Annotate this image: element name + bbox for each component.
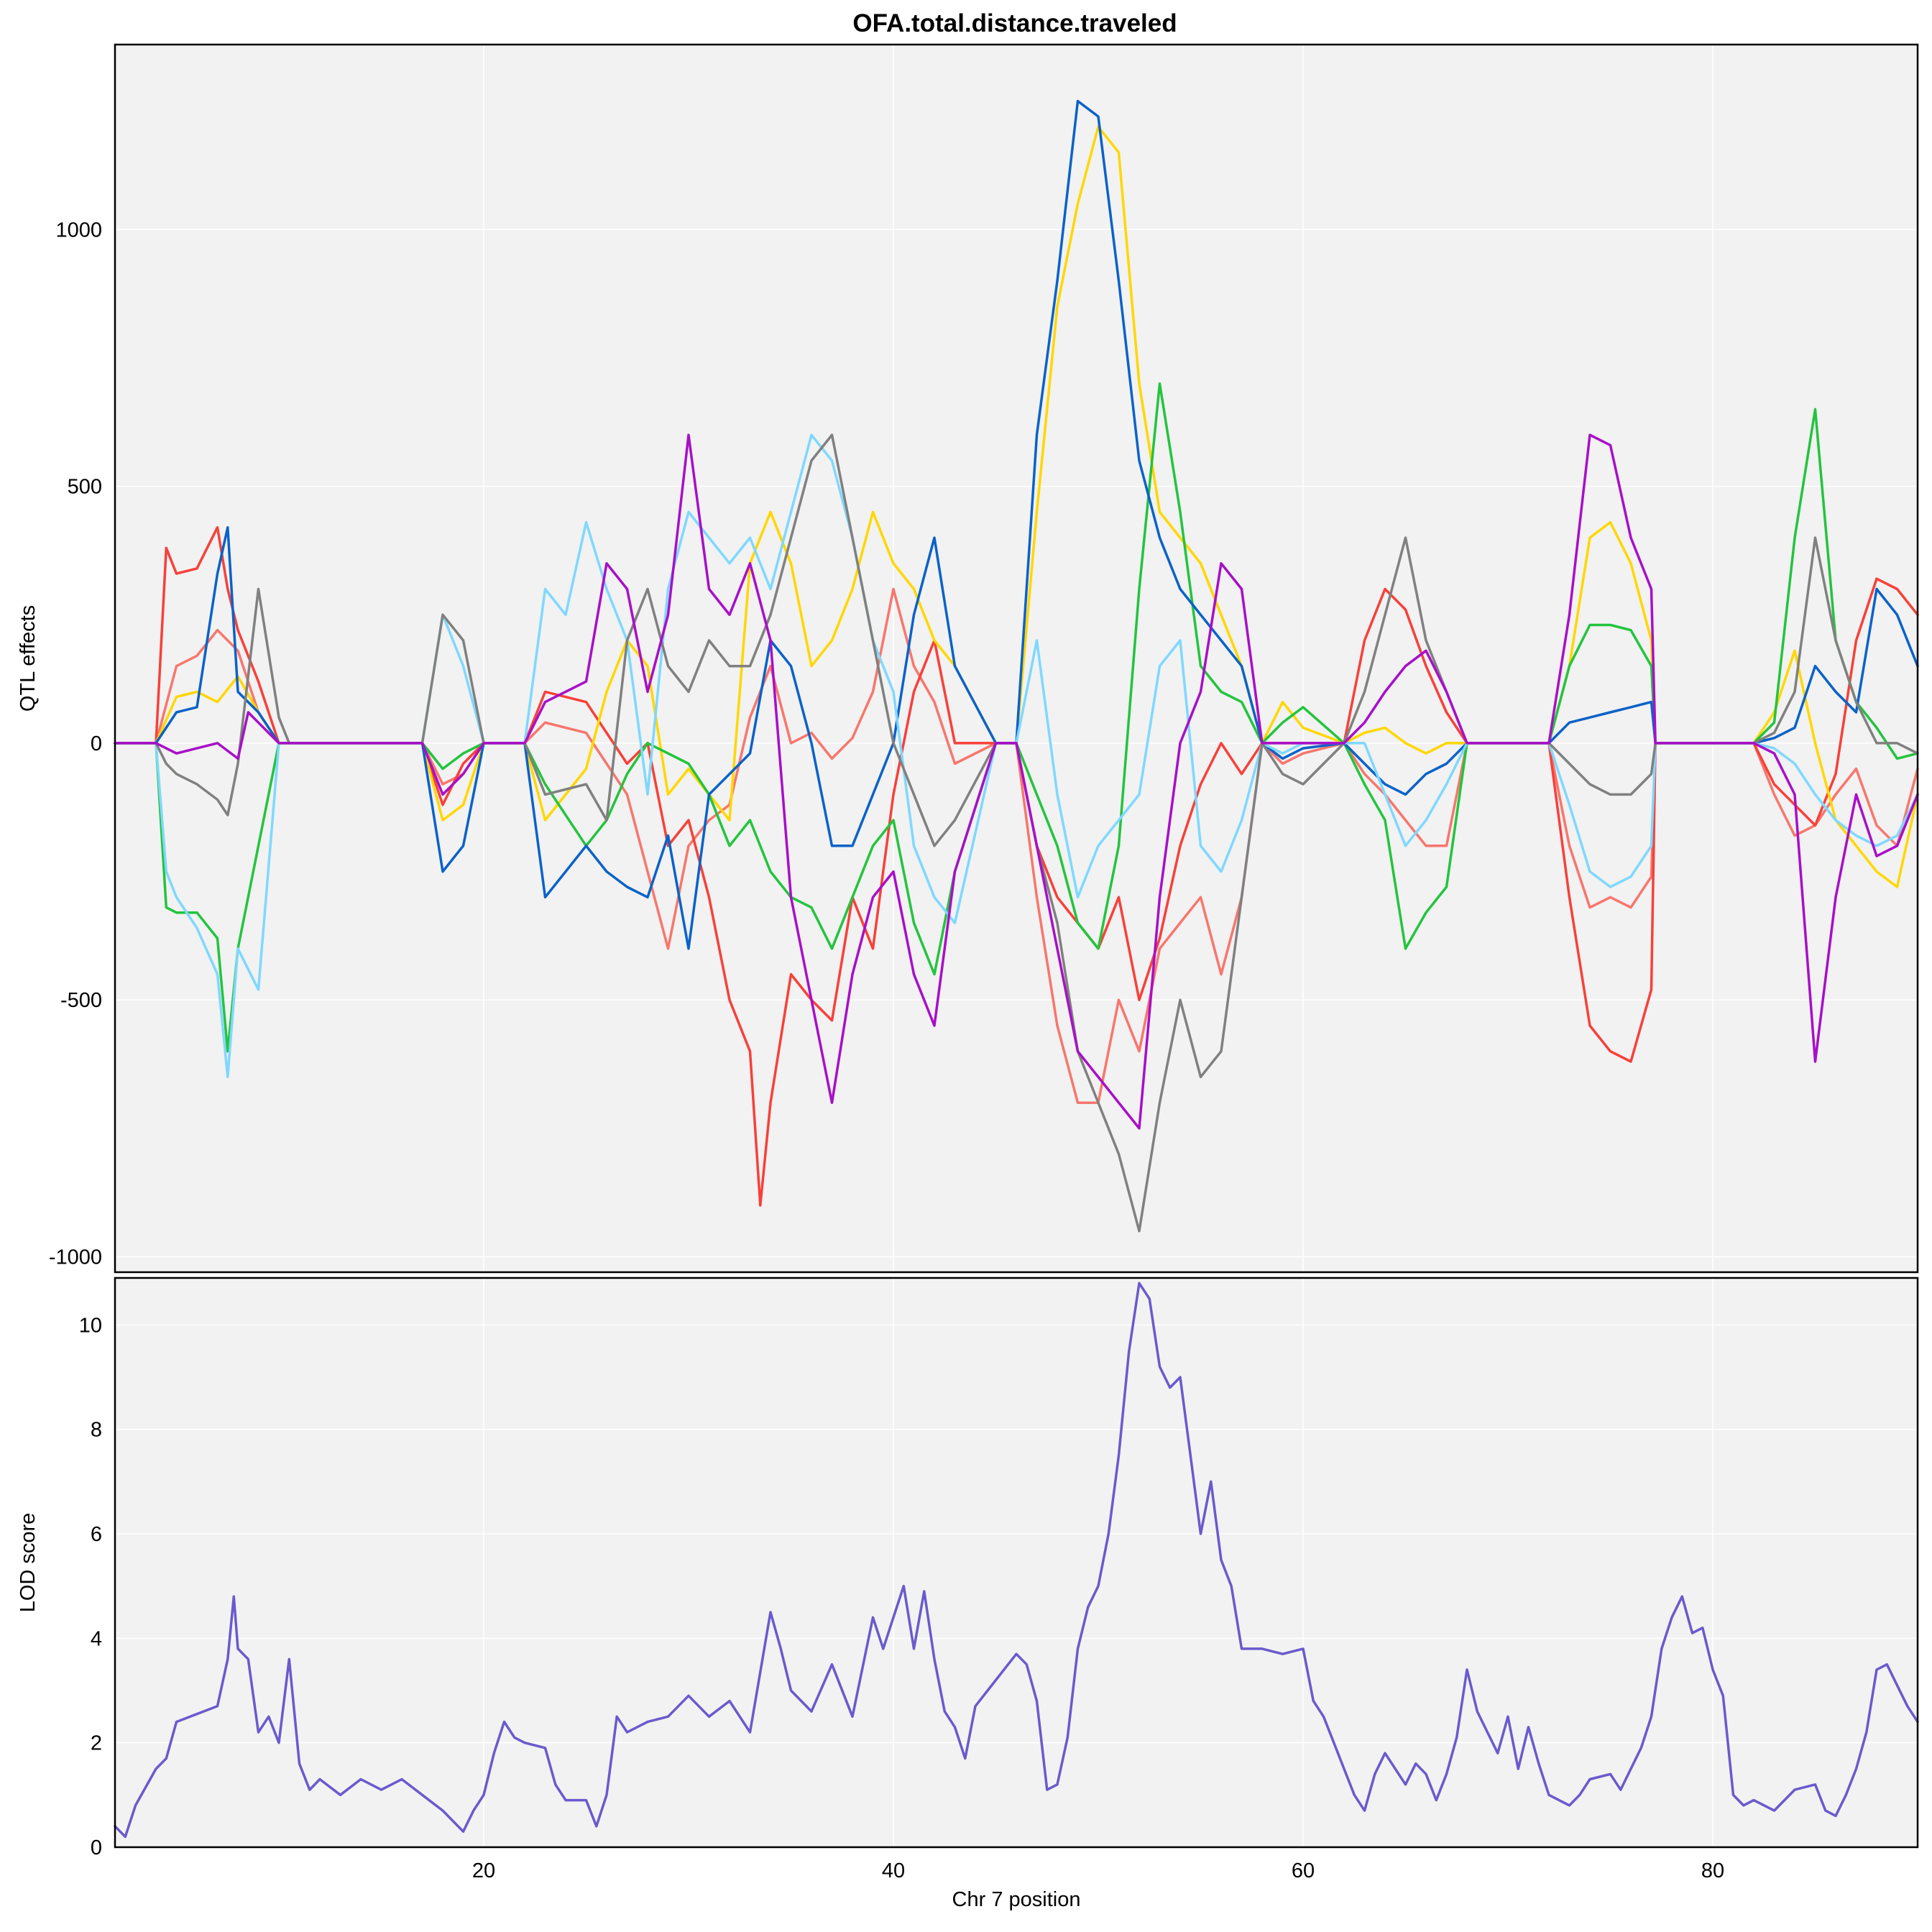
lod-y-tick-label-3: 6 [91,1523,102,1546]
lod-x-tick-label-0: 20 [472,1859,495,1882]
effects-plot-area [115,45,1918,1272]
effects-grid [115,45,1918,1272]
effects-y-tick-label-1: -500 [60,989,102,1012]
lod-x-tick-label-3: 80 [1701,1859,1724,1882]
effects-y-ticks: -1000 -500 0 500 1000 [49,218,102,1269]
lod-x-ticks: 20 40 60 80 [472,1859,1724,1882]
lod-panel: 0 2 4 6 8 10 20 40 60 80 LOD score Chr 7 positio… [17,1276,1919,1911]
lod-x-tick-label-2: 60 [1292,1859,1315,1882]
effects-frame [114,43,1919,1274]
effects-y-tick-label-0: -1000 [49,1246,102,1269]
lod-y-tick-label-1: 2 [91,1732,102,1755]
lod-y-tick-label-4: 8 [91,1419,102,1442]
effects-y-tick-label-4: 1000 [55,218,102,242]
lod-x-tick-label-1: 40 [882,1859,905,1882]
lod-y-ticks: 0 2 4 6 8 10 [79,1314,102,1859]
chart-title: OFA.total.distance.traveled [852,9,1177,37]
effects-series-group [114,99,1919,1233]
effects-series-line-3 [114,382,1919,1053]
lod-series-line-0 [114,1282,1919,1839]
lod-series-group [114,1282,1919,1839]
effects-series-line-7 [114,433,1919,1130]
effects-panel: -1000 -500 0 500 1000 QTL effects [17,43,1919,1274]
lod-plot-area [115,1278,1918,1847]
effects-y-tick-label-2: 0 [91,732,102,755]
effects-y-tick-label-3: 500 [68,476,102,499]
lod-y-tick-label-2: 4 [91,1627,102,1650]
x-axis-label: Chr 7 position [952,1888,1081,1911]
lod-y-tick-label-0: 0 [91,1836,102,1859]
effects-y-axis-label: QTL effects [17,605,40,712]
lod-y-axis-label: LOD score [17,1513,40,1613]
lod-y-tick-label-5: 10 [79,1314,102,1337]
lod-frame [114,1276,1919,1849]
